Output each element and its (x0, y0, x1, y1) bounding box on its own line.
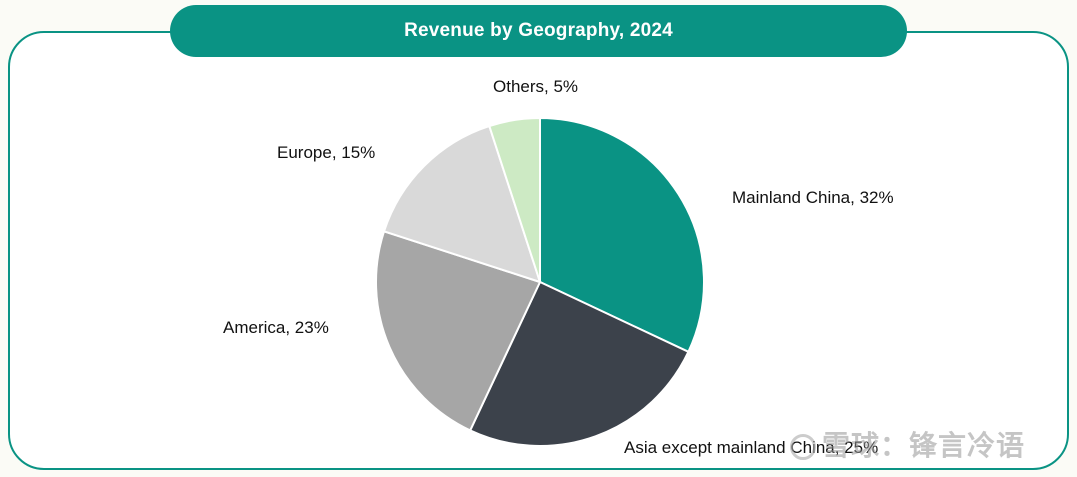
watermark-text: 雪球：锋言冷语 (822, 429, 1026, 462)
pie-slice-asia-except-mainland-china (468, 280, 690, 447)
watermark-logo-icon (790, 434, 816, 460)
chart-title: Revenue by Geography, 2024 (170, 5, 907, 57)
pie-label-others: Others, 5% (493, 77, 578, 96)
pie-slice-others (488, 116, 541, 283)
pie-slice-america (375, 230, 542, 432)
pie-label-mainland-china: Mainland China, 32% (732, 188, 894, 207)
pie-label-europe: Europe, 15% (277, 143, 375, 162)
watermark: 雪球：锋言冷语 (790, 424, 1025, 464)
pie-label-america: America, 23% (223, 318, 329, 337)
pie-slice-mainland-china (539, 116, 705, 354)
